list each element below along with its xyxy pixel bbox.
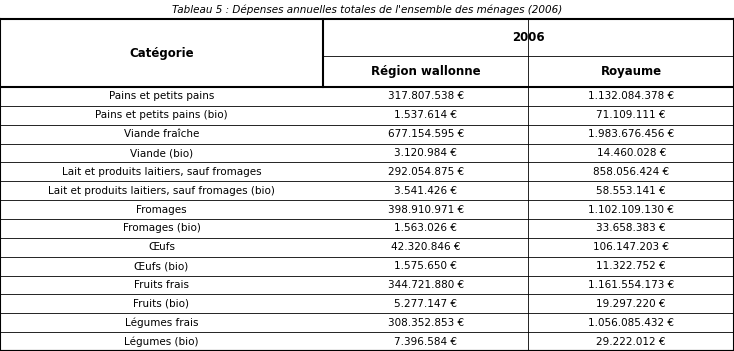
Bar [528, 294, 734, 313]
Bar [323, 332, 528, 351]
Text: Tableau 5 : Dépenses annuelles totales de l'ensemble des ménages (2006): Tableau 5 : Dépenses annuelles totales d… [172, 5, 562, 15]
Bar [528, 238, 734, 257]
Bar [0, 332, 323, 351]
Text: Viande fraîche: Viande fraîche [124, 129, 199, 139]
Bar [323, 56, 528, 87]
Bar [323, 238, 528, 257]
Bar [323, 276, 528, 294]
Text: 1.537.614 €: 1.537.614 € [394, 110, 457, 120]
Text: 1.983.676.456 €: 1.983.676.456 € [588, 129, 675, 139]
Text: 1.563.026 €: 1.563.026 € [394, 224, 457, 233]
Bar [0, 19, 323, 87]
Text: 5.277.147 €: 5.277.147 € [394, 299, 457, 309]
Text: 42.320.846 €: 42.320.846 € [391, 242, 460, 252]
Text: Fromages: Fromages [137, 205, 186, 214]
Text: Lait et produits laitiers, sauf fromages: Lait et produits laitiers, sauf fromages [62, 167, 261, 177]
Bar [0, 181, 323, 200]
Bar [528, 163, 734, 181]
Text: 19.297.220 €: 19.297.220 € [597, 299, 666, 309]
Text: 3.541.426 €: 3.541.426 € [394, 186, 457, 196]
Bar [528, 200, 734, 219]
Bar [0, 87, 323, 106]
Bar [528, 332, 734, 351]
Bar [323, 200, 528, 219]
Bar [528, 125, 734, 144]
Text: Viande (bio): Viande (bio) [130, 148, 193, 158]
Text: 11.322.752 €: 11.322.752 € [597, 261, 666, 271]
Text: 14.460.028 €: 14.460.028 € [597, 148, 666, 158]
Text: 1.102.109.130 €: 1.102.109.130 € [589, 205, 674, 214]
Text: 308.352.853 €: 308.352.853 € [388, 318, 464, 328]
Text: Fromages (bio): Fromages (bio) [123, 224, 200, 233]
Bar [0, 257, 323, 276]
Bar [323, 19, 734, 56]
Bar [0, 294, 323, 313]
Bar [0, 163, 323, 181]
Bar [0, 106, 323, 125]
Text: 292.054.875 €: 292.054.875 € [388, 167, 464, 177]
Text: 3.120.984 €: 3.120.984 € [394, 148, 457, 158]
Text: 398.910.971 €: 398.910.971 € [388, 205, 464, 214]
Text: 106.147.203 €: 106.147.203 € [593, 242, 669, 252]
Bar [323, 163, 528, 181]
Text: 71.109.111 €: 71.109.111 € [597, 110, 666, 120]
Text: 58.553.141 €: 58.553.141 € [597, 186, 666, 196]
Bar [528, 257, 734, 276]
Bar [528, 219, 734, 238]
Text: Lait et produits laitiers, sauf fromages (bio): Lait et produits laitiers, sauf fromages… [48, 186, 275, 196]
Bar [323, 87, 528, 106]
Bar [528, 87, 734, 106]
Bar [0, 144, 323, 163]
Bar [528, 144, 734, 163]
Bar [0, 238, 323, 257]
Text: Fruits (bio): Fruits (bio) [134, 299, 189, 309]
Text: Œufs (bio): Œufs (bio) [134, 261, 189, 271]
Bar [0, 200, 323, 219]
Text: 1.161.554.173 €: 1.161.554.173 € [588, 280, 675, 290]
Text: Œufs: Œufs [148, 242, 175, 252]
Bar [323, 144, 528, 163]
Text: 317.807.538 €: 317.807.538 € [388, 92, 464, 101]
Text: 2006: 2006 [512, 31, 545, 44]
Text: Région wallonne: Région wallonne [371, 65, 481, 78]
Text: Pains et petits pains (bio): Pains et petits pains (bio) [95, 110, 228, 120]
Bar [0, 219, 323, 238]
Bar [323, 219, 528, 238]
Bar [528, 181, 734, 200]
Text: 858.056.424 €: 858.056.424 € [593, 167, 669, 177]
Text: Catégorie: Catégorie [129, 47, 194, 60]
Text: Royaume: Royaume [600, 65, 662, 78]
Text: 1.575.650 €: 1.575.650 € [394, 261, 457, 271]
Bar [323, 125, 528, 144]
Bar [528, 313, 734, 332]
Text: 677.154.595 €: 677.154.595 € [388, 129, 464, 139]
Text: Fruits frais: Fruits frais [134, 280, 189, 290]
Bar [323, 181, 528, 200]
Text: 33.658.383 €: 33.658.383 € [597, 224, 666, 233]
Text: 344.721.880 €: 344.721.880 € [388, 280, 464, 290]
Bar [323, 313, 528, 332]
Bar [528, 56, 734, 87]
Text: Légumes (bio): Légumes (bio) [124, 336, 199, 347]
Text: 7.396.584 €: 7.396.584 € [394, 337, 457, 346]
Bar [528, 276, 734, 294]
Bar [323, 257, 528, 276]
Bar [323, 106, 528, 125]
Text: 1.132.084.378 €: 1.132.084.378 € [588, 92, 675, 101]
Bar [0, 313, 323, 332]
Bar [323, 294, 528, 313]
Text: Légumes frais: Légumes frais [125, 317, 198, 328]
Text: 29.222.012 €: 29.222.012 € [597, 337, 666, 346]
Text: Pains et petits pains: Pains et petits pains [109, 92, 214, 101]
Bar [528, 106, 734, 125]
Bar [0, 276, 323, 294]
Bar [0, 125, 323, 144]
Text: 1.056.085.432 €: 1.056.085.432 € [588, 318, 675, 328]
